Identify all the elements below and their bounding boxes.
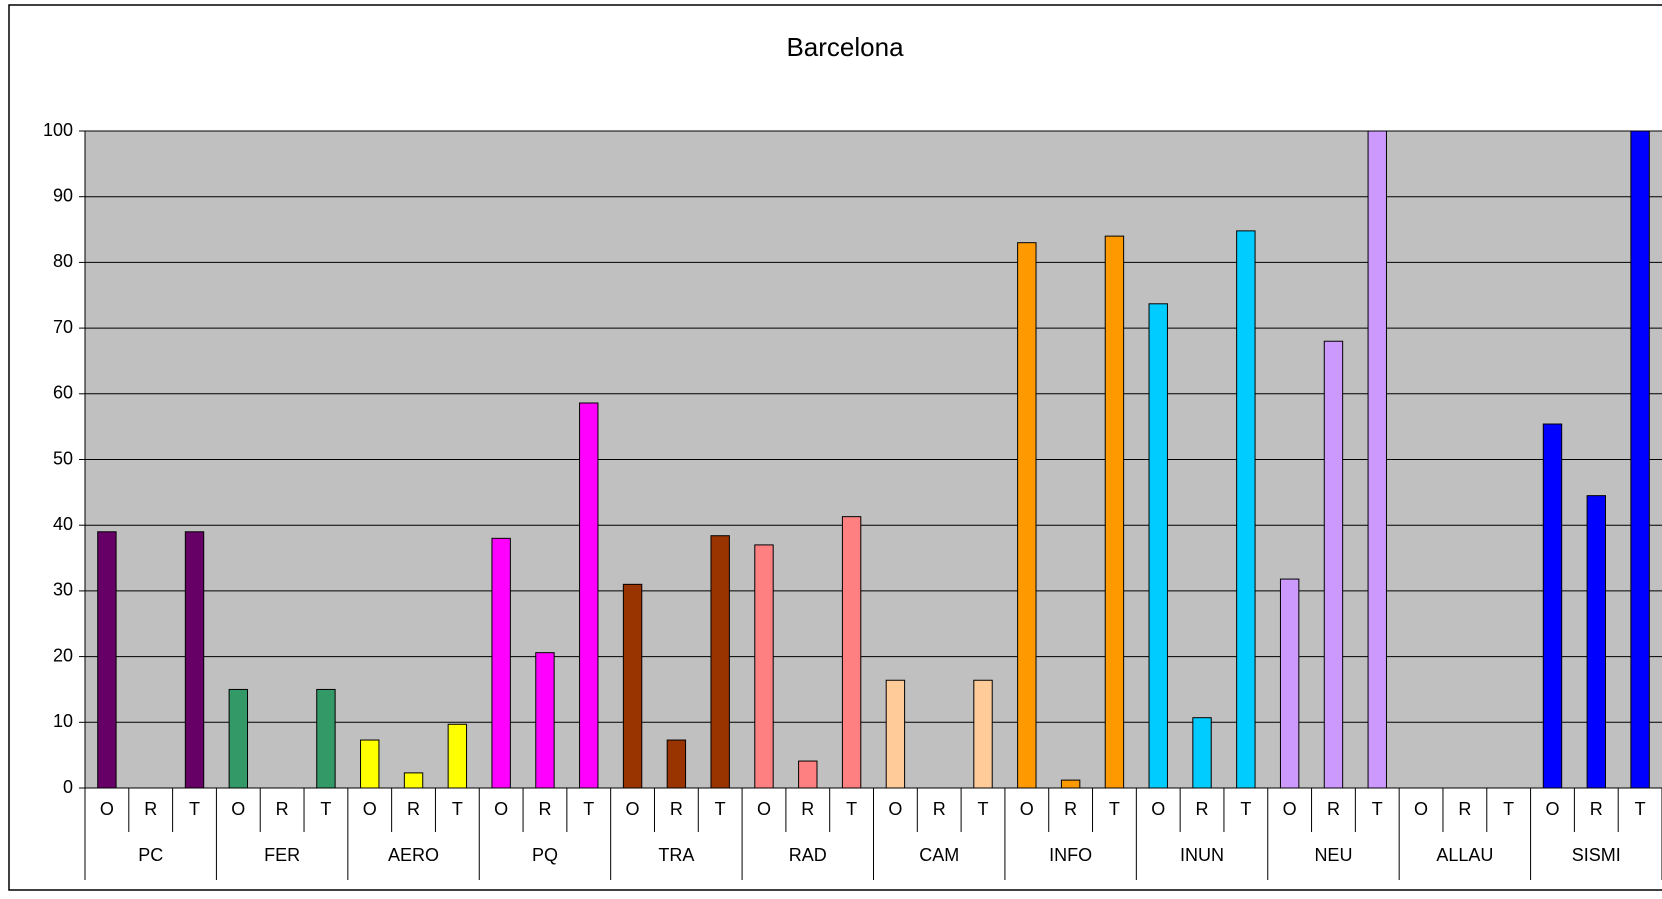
bar	[841, 516, 862, 789]
bar	[403, 772, 424, 789]
x-group-label: PQ	[532, 845, 558, 865]
y-tick-label: 30	[53, 580, 73, 600]
x-group-label: AERO	[388, 845, 439, 865]
x-group-label: NEU	[1314, 845, 1352, 865]
x-subcategory-label: T	[1240, 799, 1251, 819]
x-subcategory-label: T	[1372, 799, 1383, 819]
x-group-label: FER	[264, 845, 300, 865]
bar	[885, 679, 906, 789]
x-group-label: INFO	[1049, 845, 1092, 865]
x-subcategory-label: T	[846, 799, 857, 819]
x-subcategory-label: R	[1064, 799, 1077, 819]
bar	[798, 760, 818, 789]
bar	[360, 739, 380, 789]
x-subcategory-label: T	[1635, 799, 1646, 819]
bar	[316, 688, 336, 789]
x-subcategory-label: O	[1020, 799, 1034, 819]
y-tick-label: 90	[53, 185, 73, 205]
x-subcategory-label: O	[1414, 799, 1428, 819]
x-subcategory-label: O	[1545, 799, 1559, 819]
x-subcategory-label: R	[407, 799, 420, 819]
x-subcategory-label: R	[538, 799, 551, 819]
bar	[535, 652, 555, 789]
x-group-label: INUN	[1180, 845, 1224, 865]
y-tick-label: 50	[53, 448, 73, 468]
x-group-label: RAD	[789, 845, 827, 865]
bar	[1367, 130, 1387, 789]
bar	[97, 531, 117, 789]
x-subcategory-label: O	[888, 799, 902, 819]
x-subcategory-label: T	[452, 799, 463, 819]
bar	[184, 531, 205, 789]
x-subcategory-label: O	[494, 799, 508, 819]
x-subcategory-label: O	[363, 799, 377, 819]
x-group-label: CAM	[919, 845, 959, 865]
x-subcategory-label: T	[715, 799, 726, 819]
bar	[491, 537, 511, 789]
bar	[622, 583, 643, 789]
y-tick-label: 100	[43, 120, 73, 140]
x-subcategory-label: T	[583, 799, 594, 819]
bar	[1192, 717, 1212, 789]
bar	[447, 723, 468, 789]
y-tick-label: 40	[53, 514, 73, 534]
x-subcategory-label: R	[1590, 799, 1603, 819]
x-group-label: PC	[138, 845, 163, 865]
x-subcategory-label: R	[276, 799, 289, 819]
bar	[754, 544, 774, 789]
x-subcategory-label: O	[231, 799, 245, 819]
bar	[973, 679, 993, 789]
bar	[1017, 242, 1037, 789]
x-subcategory-label: O	[1151, 799, 1165, 819]
chart-title: Barcelona	[786, 32, 904, 62]
y-tick-label: 80	[53, 251, 73, 271]
y-tick-label: 0	[63, 777, 73, 797]
y-tick-label: 10	[53, 711, 73, 731]
bar	[1148, 303, 1168, 789]
y-tick-label: 70	[53, 317, 73, 337]
bar	[228, 688, 249, 789]
bar	[666, 739, 687, 789]
x-subcategory-label: T	[1503, 799, 1514, 819]
bar	[1236, 230, 1256, 789]
x-subcategory-label: O	[100, 799, 114, 819]
x-subcategory-label: O	[757, 799, 771, 819]
x-subcategory-label: O	[1283, 799, 1297, 819]
bar	[1279, 578, 1300, 789]
y-tick-label: 20	[53, 645, 73, 665]
x-subcategory-label: T	[1109, 799, 1120, 819]
x-subcategory-label: T	[320, 799, 331, 819]
x-subcategory-label: T	[189, 799, 200, 819]
bar	[579, 402, 599, 789]
x-subcategory-label: R	[670, 799, 683, 819]
x-subcategory-label: T	[978, 799, 989, 819]
bar	[1542, 423, 1563, 789]
bar	[1323, 340, 1344, 789]
x-subcategory-label: O	[626, 799, 640, 819]
bar	[1586, 495, 1606, 789]
x-subcategory-label: R	[144, 799, 157, 819]
x-subcategory-label: R	[1327, 799, 1340, 819]
bar	[710, 535, 730, 789]
x-group-label: ALLAU	[1436, 845, 1493, 865]
x-subcategory-label: R	[933, 799, 946, 819]
x-subcategory-label: R	[801, 799, 814, 819]
x-subcategory-label: R	[1458, 799, 1471, 819]
y-tick-label: 60	[53, 383, 73, 403]
bar	[1630, 130, 1650, 789]
x-group-label: SISMI	[1572, 845, 1621, 865]
x-group-label: TRA	[658, 845, 694, 865]
x-subcategory-label: R	[1196, 799, 1209, 819]
bar	[1060, 779, 1081, 789]
bar	[1104, 235, 1125, 789]
